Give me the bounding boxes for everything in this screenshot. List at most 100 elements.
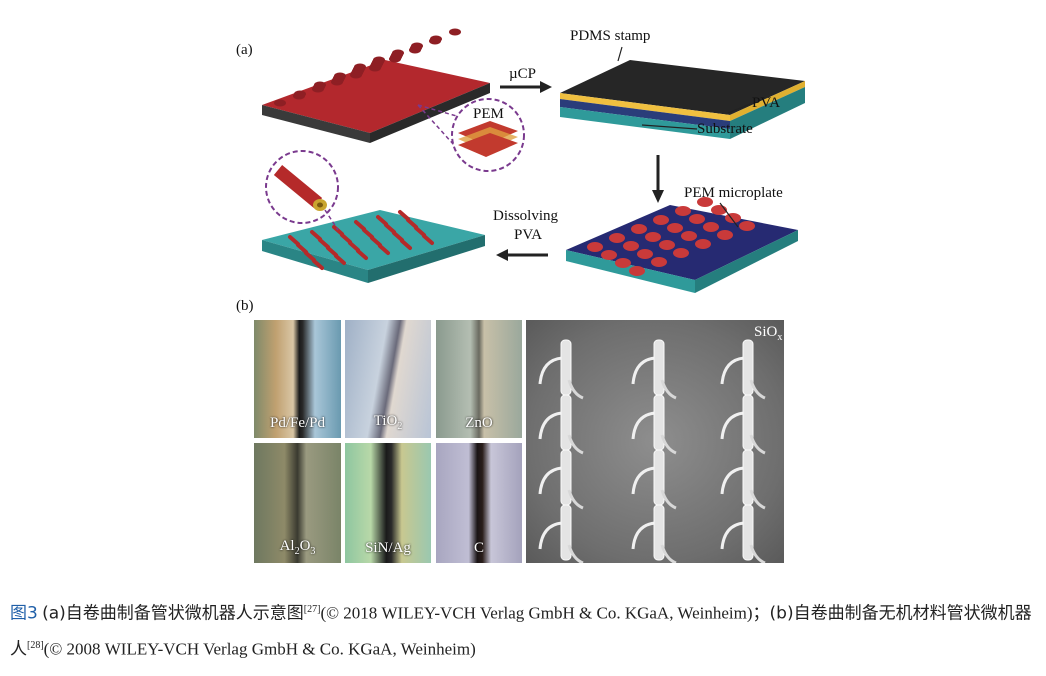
- stamp-post: [294, 90, 306, 98]
- rolled-tube: [362, 228, 374, 239]
- microplate: [667, 223, 683, 233]
- rolled-tube: [296, 243, 308, 254]
- figure-label: 图3: [10, 603, 38, 624]
- caption-ref1: [27]: [303, 604, 321, 615]
- dissolving-pva-label: PVA: [514, 227, 543, 243]
- micrograph-label: Pd/Fe/Pd: [269, 415, 326, 431]
- microplate: [717, 230, 733, 240]
- microplate: [637, 249, 653, 259]
- microplate: [703, 222, 719, 232]
- sem-tube: [538, 504, 584, 563]
- substrate-label: Substrate: [697, 121, 753, 137]
- micrograph-label: ZnO: [465, 415, 493, 431]
- microplate: [609, 233, 625, 243]
- rolled-tubes: [288, 210, 434, 270]
- caption-part2: (b)自卷曲制备无机材料管状微机器人: [10, 603, 1032, 660]
- microplate: [631, 224, 647, 234]
- sem-tube: [538, 339, 584, 400]
- microplate: [675, 206, 691, 216]
- rolled-tube: [332, 225, 344, 236]
- rolled-tube: [348, 241, 360, 252]
- sem-tube: [538, 394, 584, 455]
- stamp-post: [392, 49, 404, 57]
- pva-label: PVA: [752, 95, 781, 111]
- tube-icon: [273, 164, 327, 211]
- rolled-tube: [340, 233, 352, 244]
- sem-tube: [631, 449, 677, 510]
- pdms-stamp-label: PDMS stamp: [570, 28, 651, 44]
- caption-ref2: [28]: [27, 639, 44, 651]
- sem-image-siox: SiOx: [526, 320, 784, 563]
- figure-caption: 图3 (a)自卷曲制备管状微机器人示意图[27](© 2018 WILEY-VC…: [10, 594, 1040, 665]
- pem-microplates: [587, 197, 755, 276]
- stamp-post: [373, 56, 385, 64]
- rolled-tube: [326, 246, 338, 257]
- arrow-left-icon: [496, 249, 508, 261]
- micrograph-label: SiN/Ag: [365, 540, 411, 556]
- rolled-tube: [414, 226, 426, 237]
- schematic-diagram: [262, 28, 805, 293]
- rolled-tube: [400, 239, 412, 250]
- micrograph-c: C: [436, 443, 522, 563]
- sem-tube: [538, 449, 584, 510]
- microplate: [629, 266, 645, 276]
- rolled-tube: [312, 259, 324, 270]
- sem-tube: [720, 449, 766, 510]
- sem-label: SiOx: [754, 324, 783, 343]
- caption-part2-copyright: (© 2008 WILEY-VCH Verlag GmbH & Co. KGaA…: [43, 639, 476, 659]
- microplate: [623, 241, 639, 251]
- rolled-tube: [354, 220, 366, 231]
- arrow-down-icon: [652, 190, 664, 203]
- stamp-with-pem: [262, 60, 490, 143]
- micrograph-tio2: TiO2: [345, 320, 431, 438]
- caption-part1-copyright: (© 2018 WILEY-VCH Verlag GmbH & Co. KGaA…: [320, 603, 770, 623]
- rolled-tube: [356, 249, 368, 260]
- stamp-post: [411, 42, 423, 50]
- rolled-tube: [384, 223, 396, 234]
- caption-part1: (a)自卷曲制备管状微机器人示意图: [42, 603, 304, 624]
- micrograph-sin-ag: SiN/Ag: [345, 443, 431, 563]
- microplate: [645, 232, 661, 242]
- microplate: [659, 240, 675, 250]
- microplate: [653, 215, 669, 225]
- stamp-post: [449, 28, 461, 36]
- dissolving-label: Dissolving: [493, 208, 559, 224]
- microplate: [651, 257, 667, 267]
- ucp-label: µCP: [509, 66, 536, 82]
- rolled-tube: [318, 238, 330, 249]
- stamp-post: [430, 35, 442, 43]
- microplate: [697, 197, 713, 207]
- sem-tubes: [538, 339, 766, 563]
- microplate: [673, 248, 689, 258]
- microplate: [615, 258, 631, 268]
- rolled-tube: [398, 210, 410, 221]
- micrograph-zno: ZnO: [436, 320, 522, 438]
- micrograph-pd-fe-pd: Pd/Fe/Pd: [254, 320, 341, 438]
- rolled-tube: [370, 236, 382, 247]
- rolled-tube: [392, 231, 404, 242]
- microplate: [587, 242, 603, 252]
- sem-tube: [720, 504, 766, 563]
- stamped-substrate: [560, 60, 805, 139]
- stamp-post: [334, 72, 346, 80]
- microplate: [689, 214, 705, 224]
- rolled-tube: [304, 251, 316, 262]
- microplate: [601, 250, 617, 260]
- pem-layers-icon: [458, 121, 518, 157]
- sem-tube: [631, 394, 677, 455]
- rolled-tube: [334, 254, 346, 265]
- microplate: [695, 239, 711, 249]
- sem-tube: [720, 339, 766, 400]
- microplate: [725, 213, 741, 223]
- panel-a-letter: (a): [236, 42, 253, 58]
- rolled-tube: [288, 235, 300, 246]
- micrograph-al2o3: Al2O3: [254, 443, 341, 563]
- micrograph-label: Al2O3: [279, 538, 316, 557]
- rolled-tube: [406, 218, 418, 229]
- stamp-post: [354, 63, 366, 71]
- sem-tube: [631, 504, 677, 563]
- rolled-tube: [378, 244, 390, 255]
- stamp-post: [274, 99, 286, 107]
- stamp-posts: [274, 28, 461, 107]
- microplate: [681, 231, 697, 241]
